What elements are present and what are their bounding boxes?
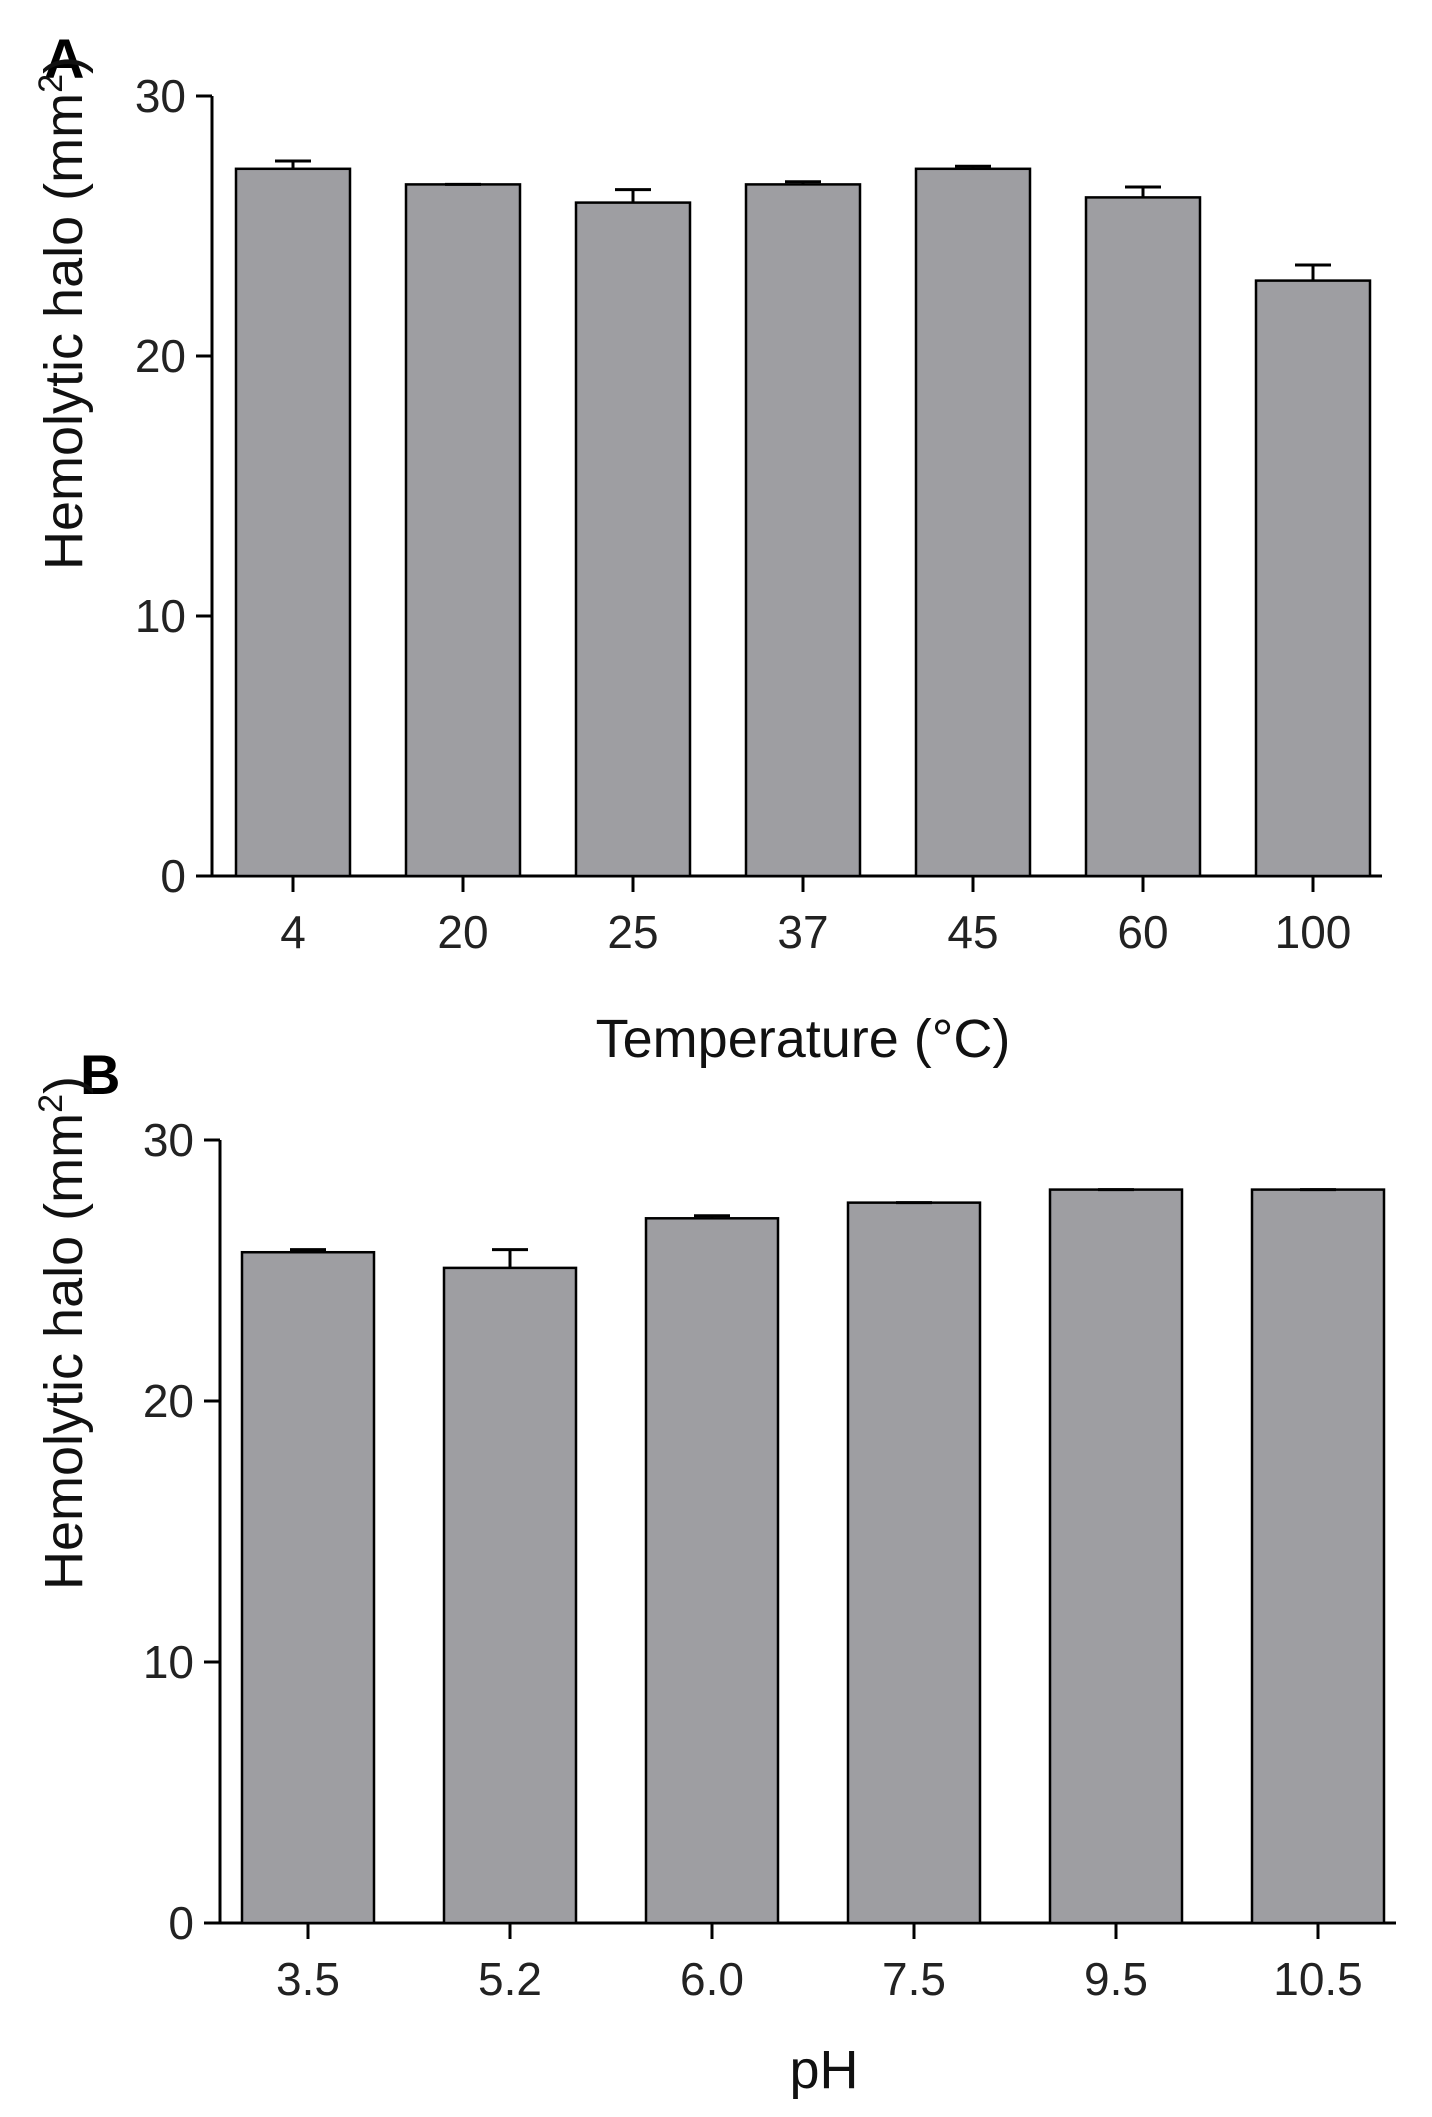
panel-a-y-tick-label: 0 [160,850,186,902]
panel-a-x-tick-label-25: 25 [607,906,658,958]
panel-b-y-axis-title-text: Hemolytic halo (mm [34,1113,94,1590]
panel-a-x-tick-label-37: 37 [777,906,828,958]
panel-a-y-axis-title: Hemolytic halo (mm2) [32,56,94,570]
panel-a-y-tick-label: 30 [135,70,186,122]
panel-a-letter: A [44,27,84,90]
panel-b-y-tick-label: 30 [143,1114,194,1166]
panel-b-x-tick-label-6.0: 6.0 [680,1953,744,2005]
panel-a-x-tick-label-100: 100 [1275,906,1352,958]
panel-b-y-tick-label: 0 [168,1897,194,1949]
panel-b-bar-7.5 [846,1201,982,1925]
panel-a-bar-20 [404,183,522,878]
panel-a-x-tick-label-45: 45 [947,906,998,958]
panel-a-bar-45 [914,167,1032,878]
panel-b-x-tick-label-7.5: 7.5 [882,1953,946,2005]
panel-a-x-tick-label-20: 20 [437,906,488,958]
panel-b-x-tick-label-3.5: 3.5 [276,1953,340,2005]
panel-b-bar-10.5 [1250,1188,1386,1925]
panel-b-bar-6.0 [644,1217,780,1925]
panel-a-x-axis-title: Temperature (°C) [596,1009,1011,1069]
panel-a-bar-25 [574,201,692,878]
panel-b-bar-3.5 [240,1250,376,1925]
panel-b-bar-9.5 [1048,1188,1184,1925]
panel-a-bar-60 [1084,196,1202,878]
panel-a-y-tick-label: 20 [135,330,186,382]
panel-a-y-axis-title-sup: 2 [32,74,70,93]
panel-b-x-tick-label-9.5: 9.5 [1084,1953,1148,2005]
panel-a-x-tick-label-4: 4 [280,906,306,958]
panel-a-chart: A Hemolytic halo (mm2) Temperature (°C) … [32,27,1382,1069]
panel-b-x-tick-label-5.2: 5.2 [478,1953,542,2005]
panel-a-y-axis-title-close: ) [34,56,94,74]
panel-b-bar-5.2 [442,1266,578,1925]
panel-a-x-tick-label-60: 60 [1117,906,1168,958]
panel-b-y-axis-title-sup: 2 [32,1094,70,1113]
panel-b-y-axis-title-close: ) [34,1076,94,1094]
panel-a-y-axis-title-text: Hemolytic halo (mm [34,93,94,570]
panel-b-y-axis-title: Hemolytic halo (mm2) [32,1076,94,1590]
panel-b-y-tick-label: 20 [143,1375,194,1427]
panel-a-bar-4 [234,167,352,878]
panel-b-chart: B Hemolytic halo (mm2) pH 0 10 20 30 3.5 5.2 6… [32,1043,1396,2100]
panel-b-letter: B [80,1043,120,1106]
panel-a-y-tick-label: 10 [135,590,186,642]
panel-b-x-axis-title: pH [789,2040,858,2100]
panel-a-bar-100 [1254,279,1372,878]
panel-a-bar-37 [744,183,862,878]
panel-b-x-tick-label-10.5: 10.5 [1273,1953,1363,2005]
panel-b-y-tick-label: 10 [143,1636,194,1688]
